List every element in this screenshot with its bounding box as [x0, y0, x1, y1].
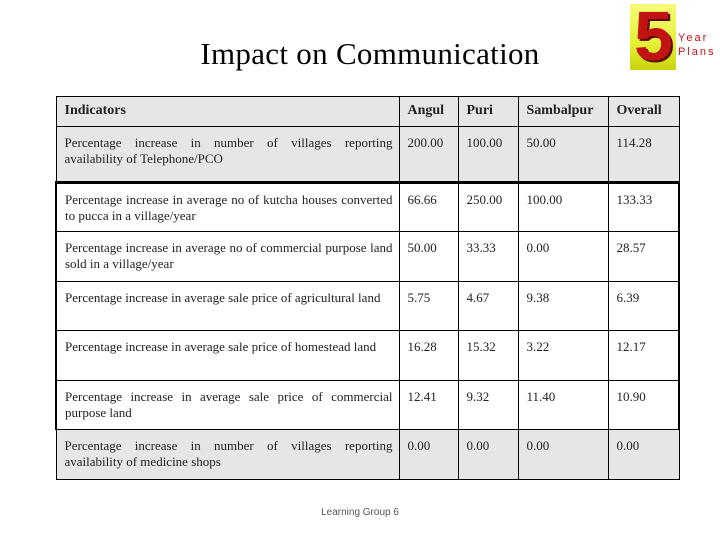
header-overall: Overall	[607, 95, 680, 128]
indicator-cell: Percentage increase in average sale pric…	[55, 280, 400, 332]
sambalpur-cell: 0.00	[517, 429, 609, 480]
sambalpur-cell: 3.22	[517, 330, 609, 381]
overall-cell: 6.39	[607, 280, 680, 332]
puri-cell: 4.67	[457, 280, 519, 332]
indicator-cell: Percentage increase in average no of kut…	[55, 181, 400, 233]
angul-cell: 200.00	[398, 126, 459, 184]
logo-number: 5	[634, 0, 673, 75]
logo-box	[630, 4, 676, 70]
table-row: Percentage increase in average sale pric…	[55, 280, 680, 332]
slide-footer: Learning Group 6	[321, 507, 399, 518]
header-puri: Puri	[457, 95, 519, 128]
logo-word-plans: Plans	[678, 46, 716, 58]
table-row: Percentage increase in number of village…	[55, 429, 680, 480]
overall-cell: 10.90	[607, 379, 680, 431]
overall-cell: 12.17	[607, 330, 680, 381]
logo-word-year: Year	[678, 32, 709, 44]
five-year-plans-logo: 5 Year Plans	[630, 0, 716, 75]
puri-cell: 15.32	[457, 330, 519, 381]
indicator-cell: Percentage increase in average sale pric…	[55, 330, 400, 381]
puri-cell: 9.32	[457, 379, 519, 431]
table-row: Percentage increase in number of village…	[55, 126, 680, 184]
angul-cell: 16.28	[398, 330, 459, 381]
indicator-cell: Percentage increase in number of village…	[55, 429, 400, 480]
overall-cell: 28.57	[607, 231, 680, 282]
table-row: Percentage increase in average sale pric…	[55, 330, 680, 381]
sambalpur-cell: 100.00	[517, 181, 609, 233]
angul-cell: 0.00	[398, 429, 459, 480]
table-row: Percentage increase in average no of kut…	[55, 181, 680, 233]
sambalpur-cell: 50.00	[517, 126, 609, 184]
angul-cell: 50.00	[398, 231, 459, 282]
angul-cell: 5.75	[398, 280, 459, 332]
slide-title: Impact on Communication	[200, 36, 540, 71]
indicator-cell: Percentage increase in average sale pric…	[55, 379, 400, 431]
indicator-cell: Percentage increase in average no of com…	[55, 231, 400, 282]
overall-cell: 114.28	[607, 126, 680, 184]
header-sambalpur: Sambalpur	[517, 95, 609, 128]
puri-cell: 250.00	[457, 181, 519, 233]
table-row: Percentage increase in average sale pric…	[55, 379, 680, 431]
indicator-cell: Percentage increase in number of village…	[55, 126, 400, 184]
sambalpur-cell: 9.38	[517, 280, 609, 332]
table-row: Percentage increase in average no of com…	[55, 231, 680, 282]
overall-cell: 0.00	[607, 429, 680, 480]
header-indicators: Indicators	[55, 95, 400, 128]
sambalpur-cell: 0.00	[517, 231, 609, 282]
impact-table-image: Indicators Angul Puri Sambalpur Overall …	[55, 95, 680, 480]
angul-cell: 66.66	[398, 181, 459, 233]
overall-cell: 133.33	[607, 181, 680, 233]
impact-table: Indicators Angul Puri Sambalpur Overall …	[55, 95, 680, 480]
puri-cell: 33.33	[457, 231, 519, 282]
puri-cell: 0.00	[457, 429, 519, 480]
header-angul: Angul	[398, 95, 459, 128]
table-header-row: Indicators Angul Puri Sambalpur Overall	[55, 95, 680, 128]
angul-cell: 12.41	[398, 379, 459, 431]
puri-cell: 100.00	[457, 126, 519, 184]
sambalpur-cell: 11.40	[517, 379, 609, 431]
